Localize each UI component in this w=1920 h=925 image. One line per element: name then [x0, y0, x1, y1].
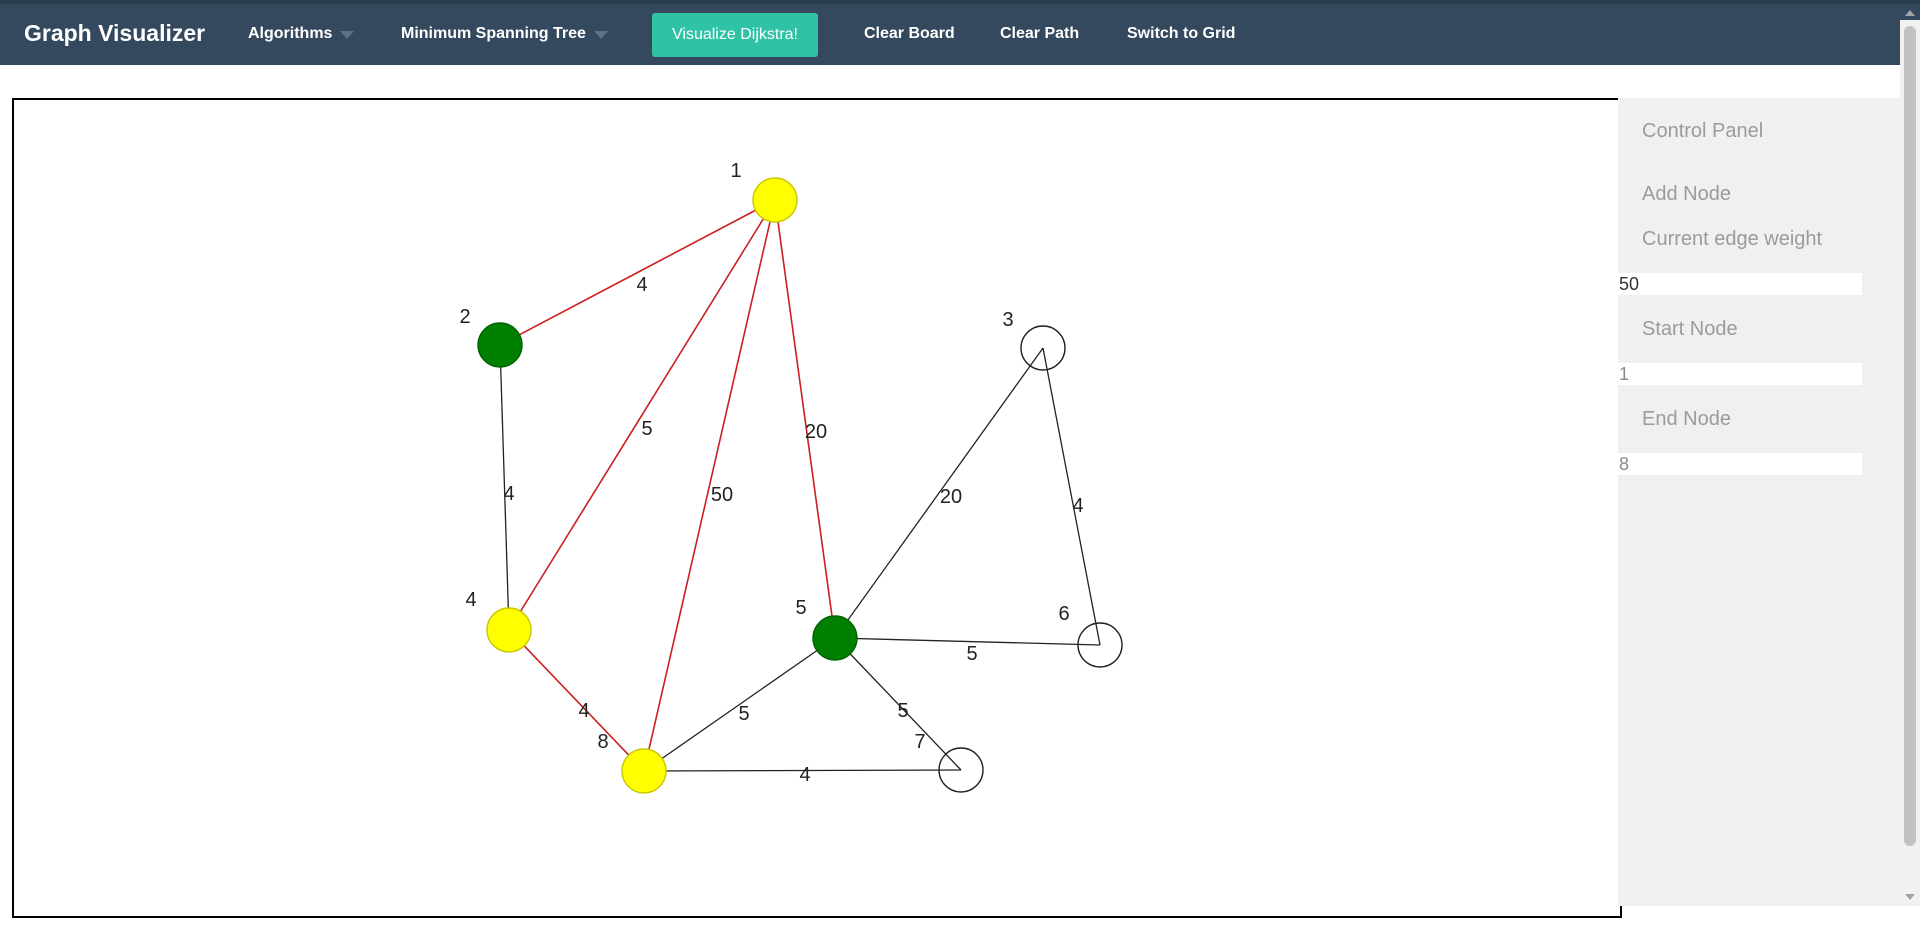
node-id-label-3: 3	[1002, 309, 1013, 331]
graph-node-2[interactable]	[477, 322, 523, 368]
end-node-label: End Node	[1642, 408, 1731, 430]
graph-node-3[interactable]	[1020, 325, 1066, 371]
mst-dropdown[interactable]: Minimum Spanning Tree	[401, 25, 608, 43]
page-scrollbar[interactable]	[1900, 10, 1920, 906]
clear-path-button[interactable]: Clear Path	[1000, 25, 1080, 42]
edge-weight-label-3-5: 20	[940, 486, 962, 508]
graph-edge-5-7[interactable]	[834, 637, 962, 771]
graph-edge-1-2[interactable]	[499, 199, 776, 346]
edge-weight-label-3-6: 4	[1072, 495, 1083, 517]
graph-node-8[interactable]	[621, 748, 667, 794]
graph-edge-1-4[interactable]	[508, 199, 776, 631]
scroll-up-icon[interactable]	[1905, 10, 1915, 16]
node-id-label-2: 2	[459, 306, 470, 328]
edge-weight-label-5-8: 5	[738, 703, 749, 725]
window-top-strip	[0, 0, 1920, 4]
caret-down-icon	[340, 30, 355, 39]
node-id-label-1: 1	[730, 160, 741, 182]
graph-edge-5-8[interactable]	[643, 637, 836, 772]
node-id-label-7: 7	[914, 731, 925, 753]
edge-weight-label: Current edge weight	[1642, 228, 1823, 250]
caret-down-icon	[593, 30, 608, 39]
start-node-input[interactable]	[1618, 363, 1862, 385]
edge-weight-input[interactable]	[1618, 273, 1862, 295]
algorithms-dropdown[interactable]: Algorithms	[248, 25, 355, 43]
edge-weight-label-4-8: 4	[578, 700, 589, 722]
edge-weight-label-8-7: 4	[799, 764, 810, 786]
graph-node-6[interactable]	[1077, 622, 1123, 668]
visualize-button[interactable]: Visualize Dijkstra!	[652, 13, 818, 57]
switch-to-grid-button[interactable]: Switch to Grid	[1127, 25, 1236, 42]
end-node-input[interactable]	[1618, 453, 1862, 475]
graph-edge-2-4[interactable]	[499, 344, 510, 631]
edge-weight-label-1-4: 5	[641, 418, 652, 440]
graph-node-1[interactable]	[752, 177, 798, 223]
edge-weight-label-5-6: 5	[966, 643, 977, 665]
graph-edge-4-8[interactable]	[508, 629, 645, 772]
graph-edge-5-6[interactable]	[834, 637, 1101, 646]
graph-edge-8-7[interactable]	[643, 769, 962, 772]
node-id-label-8: 8	[597, 731, 608, 753]
mst-label: Minimum Spanning Tree	[401, 25, 586, 42]
graph-canvas[interactable]: 4 5 50 20 4 4 20 4 5 5 5 4 1 2 3 4 5 6 7 8	[14, 100, 1624, 920]
graph-node-4[interactable]	[486, 607, 532, 653]
edge-weight-label-5-7: 5	[897, 700, 908, 722]
graph-edge-3-6[interactable]	[1042, 347, 1101, 646]
control-panel: Control Panel Add Node Current edge weig…	[1618, 98, 1900, 906]
brand-title[interactable]: Graph Visualizer	[24, 20, 206, 46]
graph-node-5[interactable]	[812, 615, 858, 661]
graph-board[interactable]: 4 5 50 20 4 4 20 4 5 5 5 4 1 2 3 4 5 6 7 8	[12, 98, 1622, 918]
graph-node-7[interactable]	[938, 747, 984, 793]
node-id-label-5: 5	[795, 597, 806, 619]
navbar: Graph Visualizer Algorithms Minimum Span…	[0, 4, 1920, 65]
edge-weight-label-1-5: 20	[805, 421, 827, 443]
edge-weight-label-1-2: 4	[636, 274, 647, 296]
algorithms-label: Algorithms	[248, 25, 333, 42]
scrollbar-thumb[interactable]	[1904, 26, 1916, 846]
control-panel-title: Control Panel	[1642, 120, 1764, 142]
node-id-label-6: 6	[1058, 603, 1069, 625]
scroll-down-icon[interactable]	[1905, 894, 1915, 900]
add-node-button[interactable]: Add Node	[1642, 183, 1731, 205]
start-node-label: Start Node	[1642, 318, 1738, 340]
edge-weight-label-1-8: 50	[711, 484, 733, 506]
graph-edge-3-5[interactable]	[834, 347, 1044, 639]
edge-weight-label-2-4: 4	[503, 483, 514, 505]
node-id-label-4: 4	[465, 589, 476, 611]
clear-board-button[interactable]: Clear Board	[864, 25, 955, 42]
graph-edge-1-8[interactable]	[643, 199, 776, 772]
graph-edge-1-5[interactable]	[774, 199, 836, 639]
